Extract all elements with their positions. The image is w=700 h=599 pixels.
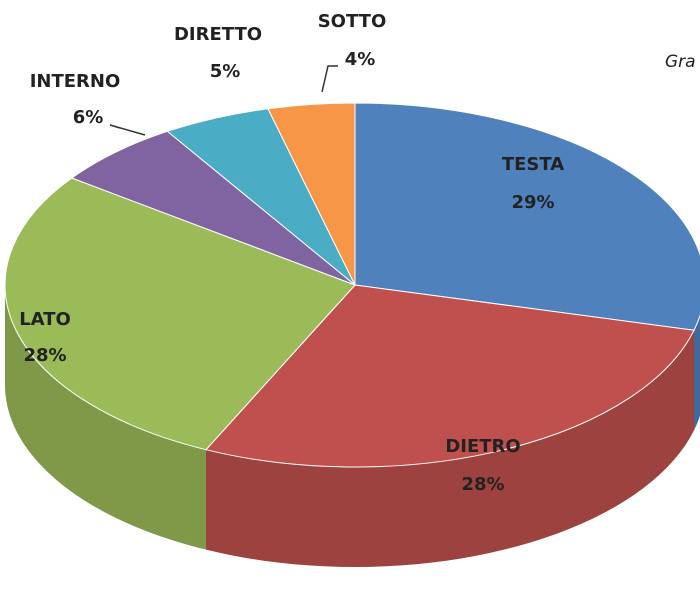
slice-label: TESTA xyxy=(502,154,564,175)
slice xyxy=(267,102,356,286)
value-label: 29% xyxy=(511,192,554,213)
leader-line xyxy=(321,65,338,93)
slice-side xyxy=(205,330,695,567)
slice-label: SOTTO xyxy=(318,11,387,32)
pie xyxy=(4,102,700,567)
slice xyxy=(70,130,356,286)
slice xyxy=(205,284,695,468)
value-label: 5% xyxy=(210,61,241,82)
value-label: 6% xyxy=(73,107,104,128)
value-label: 4% xyxy=(345,49,376,70)
slice-side xyxy=(694,315,700,431)
slice-side xyxy=(5,285,206,550)
slice-label: LATO xyxy=(19,309,71,330)
value-label: 28% xyxy=(461,474,504,495)
slice-label: DIRETTO xyxy=(174,24,262,45)
slice xyxy=(4,177,356,451)
chart-title: Gra xyxy=(665,52,696,72)
value-label: 28% xyxy=(23,345,66,366)
slice xyxy=(354,102,700,331)
slice-label: DIETRO xyxy=(445,436,520,457)
leader-line xyxy=(109,124,146,136)
slice-label: INTERNO xyxy=(30,71,121,92)
